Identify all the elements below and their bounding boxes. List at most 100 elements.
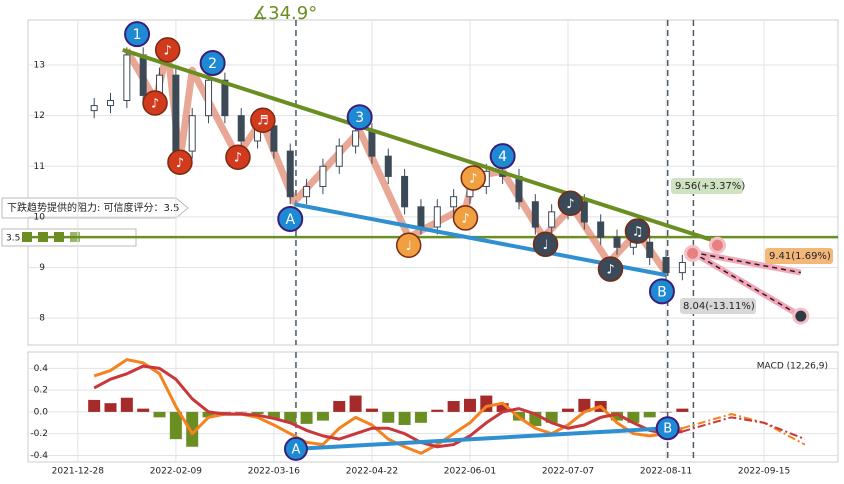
y-tick-label: 0.0 (34, 407, 49, 417)
x-tick-label: 2022-09-15 (738, 467, 790, 477)
x-tick-label: 2022-06-01 (444, 467, 496, 477)
note-marker (452, 205, 479, 231)
candle-body (384, 155, 392, 177)
candle-body (123, 54, 131, 101)
macd-projection (682, 413, 806, 446)
candle-body (548, 211, 556, 228)
y-tick-label: 12 (34, 111, 45, 121)
x-tick-label: 2022-04-22 (346, 467, 398, 477)
note-marker (225, 144, 251, 170)
candle-body (107, 99, 115, 107)
candle-body (613, 236, 621, 248)
pivot (648, 278, 675, 305)
histogram-bar (398, 411, 411, 425)
histogram-bar (137, 408, 150, 412)
x-tick-label: 2022-03-16 (248, 467, 301, 477)
note-marker (167, 149, 193, 176)
note-marker (250, 107, 276, 133)
note-marker (597, 256, 624, 282)
y-tick-label: 11 (34, 162, 45, 172)
histogram-bar (251, 411, 264, 415)
histogram-bar (186, 411, 199, 447)
note-symbol: ♬ (257, 114, 269, 129)
histogram-bar (88, 399, 101, 412)
histogram-bar (496, 403, 509, 412)
note-symbol: ♪ (234, 151, 242, 166)
target (792, 307, 810, 325)
note-marker (395, 232, 422, 259)
macd-line (93, 364, 683, 449)
histogram-bar (120, 397, 133, 412)
candle-body (270, 125, 278, 152)
candle-body (221, 79, 229, 117)
candle-body (678, 261, 686, 274)
label-box (680, 298, 756, 314)
candle-body (303, 186, 311, 198)
histogram-bar (202, 411, 215, 418)
histogram-bar (267, 411, 280, 419)
histogram-bar (218, 411, 231, 413)
candle-body (450, 196, 458, 208)
divergence-label: B (663, 422, 672, 437)
histogram-bar (349, 395, 362, 412)
star (22, 232, 32, 242)
macd-line (93, 358, 683, 455)
histogram-bar (578, 398, 591, 412)
pivot (124, 21, 151, 48)
candle-body (646, 241, 654, 258)
pivot (199, 50, 226, 77)
candle-body (352, 130, 360, 147)
pivot-label: 3 (355, 110, 364, 126)
note-symbol: ♫ (632, 225, 644, 240)
histogram-bar (169, 411, 182, 440)
label-box (671, 178, 743, 194)
pivot (346, 104, 373, 131)
target (684, 244, 702, 262)
histogram-bar (643, 411, 656, 418)
target (709, 236, 727, 254)
candle-body (368, 130, 376, 157)
histogram-bar (382, 411, 395, 423)
pivot-label: B (657, 284, 667, 300)
histogram-bar (611, 411, 624, 421)
candle-body (286, 150, 294, 198)
candle-body (172, 74, 180, 152)
candle-body (417, 206, 425, 228)
rating-label: 3.5 (6, 234, 20, 244)
y-tick-label: -0.4 (30, 451, 48, 461)
candle-body (401, 175, 409, 208)
note-marker (154, 37, 181, 63)
y-tick-label: 9 (39, 263, 45, 273)
y-tick-label: -0.2 (30, 429, 48, 439)
note-symbol: ♪ (566, 197, 574, 212)
histogram-bar (153, 411, 166, 418)
pivot (489, 143, 516, 170)
histogram-bar (235, 411, 248, 413)
resistance-line (122, 47, 712, 242)
candle-body (205, 79, 213, 117)
price-label: 8.04(-13.11%) (683, 301, 755, 312)
note-symbol: ♪ (606, 263, 614, 278)
label-box (765, 248, 833, 264)
candle-body (597, 221, 605, 238)
histogram-bar (414, 411, 427, 423)
price-label: 9.41(1.69%) (769, 251, 831, 262)
histogram-bar (627, 411, 640, 423)
price-label: 9.56(+3.37%) (675, 181, 745, 192)
candle-body (433, 206, 441, 228)
candle-body (90, 105, 98, 112)
histogram-bar (365, 408, 378, 412)
pivot-label: 2 (208, 56, 217, 72)
divergence-point (655, 416, 680, 441)
divergence-point (283, 436, 308, 461)
note-marker (532, 231, 559, 258)
histogram-bar (316, 411, 329, 421)
y-tick-label: 0.4 (34, 364, 49, 374)
callout-box (1, 197, 189, 219)
histogram-bar (104, 403, 117, 412)
note-symbol: ♪ (151, 97, 159, 112)
histogram-bar (333, 401, 346, 412)
y-tick-label: 0.2 (34, 386, 48, 396)
histogram-bar (562, 408, 574, 412)
